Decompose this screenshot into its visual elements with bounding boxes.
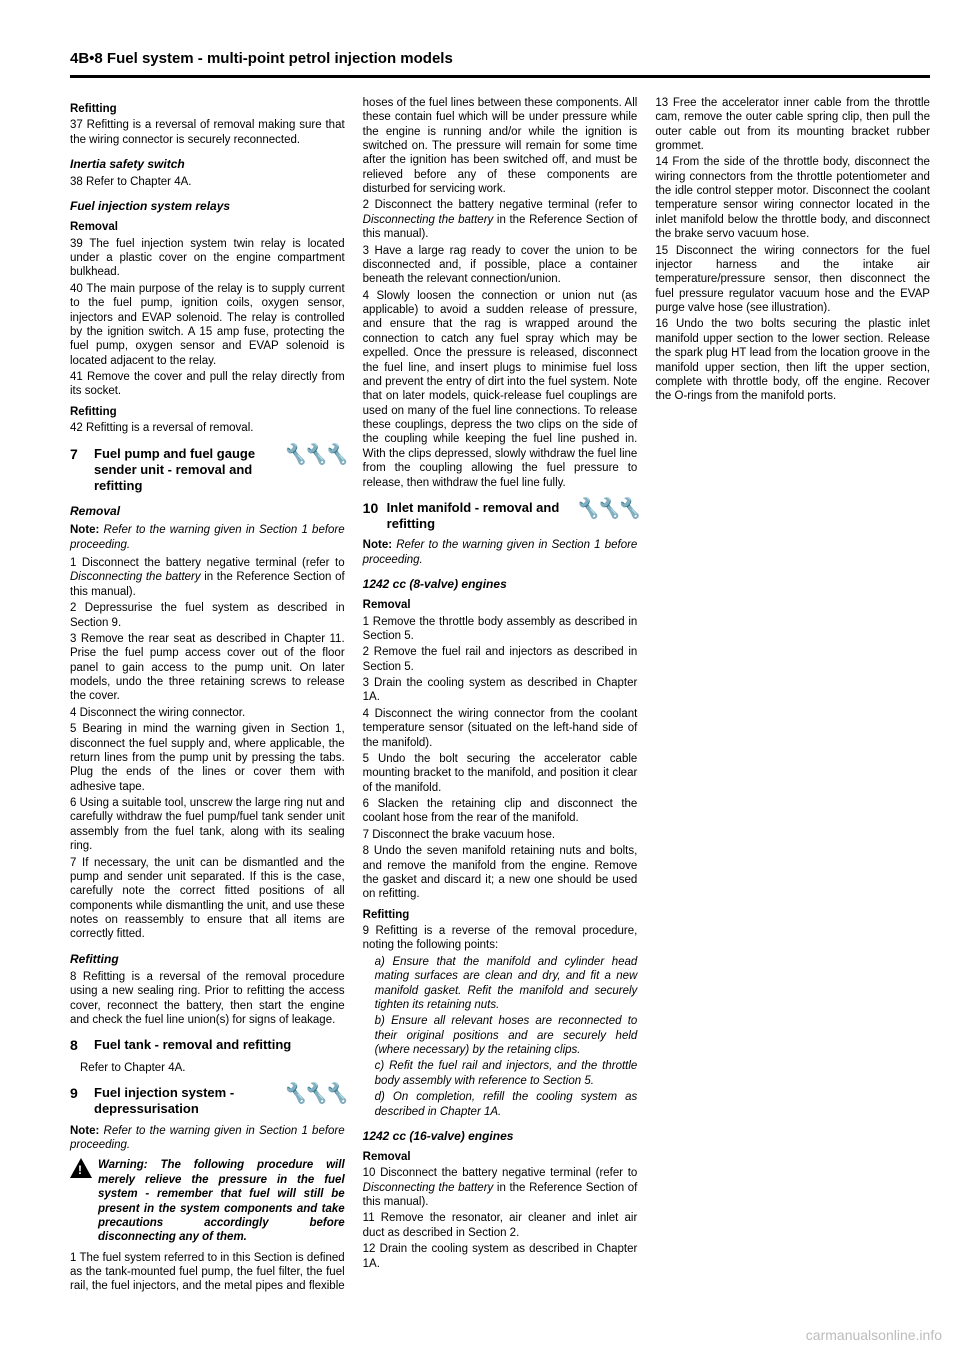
para-9-4: 4 Slowly loosen the connection or union …	[363, 289, 638, 490]
content-columns: Refitting 37 Refitting is a reversal of …	[70, 96, 930, 1296]
section-8-num: 8	[70, 1037, 86, 1055]
warning-box: Warning: The following procedure will me…	[70, 1156, 345, 1246]
section-9-num: 9	[70, 1085, 86, 1103]
heading-refitting2: Refitting	[70, 405, 345, 419]
para-16-15: 15 Disconnect the wiring connectors for …	[655, 244, 930, 316]
para-16-12: 12 Drain the cooling system as described…	[363, 1242, 638, 1271]
para-10-d: d) On completion, refill the cooling sys…	[363, 1090, 638, 1119]
para-7-1: 1 Disconnect the battery negative termin…	[70, 556, 345, 599]
heading-refitting-10: Refitting	[363, 908, 638, 922]
note-sec9: Note: Refer to the warning given in Sect…	[70, 1124, 345, 1153]
section-7-num: 7	[70, 446, 86, 464]
heading-inertia: Inertia safety switch	[70, 157, 345, 172]
section-9-title: Fuel injection system - depressurisation	[94, 1085, 274, 1118]
note-sec7: Note: Refer to the warning given in Sect…	[70, 523, 345, 552]
section-7-header: 7 Fuel pump and fuel gauge sender unit -…	[70, 446, 345, 495]
para-10-9: 9 Refitting is a reverse of the removal …	[363, 924, 638, 953]
para-10-3: 3 Drain the cooling system as described …	[363, 676, 638, 705]
para-7-8: 8 Refitting is a reversal of the removal…	[70, 970, 345, 1028]
para-39: 39 The fuel injection system twin relay …	[70, 237, 345, 280]
para-16-10: 10 Disconnect the battery negative termi…	[363, 1166, 638, 1209]
section-8-title: Fuel tank - removal and refitting	[94, 1037, 345, 1053]
para-41: 41 Remove the cover and pull the relay d…	[70, 370, 345, 399]
para-10-c: c) Refit the fuel rail and injectors, an…	[363, 1059, 638, 1088]
heading-16valve: 1242 cc (16-valve) engines	[363, 1129, 638, 1144]
para-42: 42 Refitting is a reversal of removal.	[70, 421, 345, 435]
section-9-header: 9 Fuel injection system - depressurisati…	[70, 1085, 345, 1118]
heading-8valve: 1242 cc (8-valve) engines	[363, 577, 638, 592]
page-header: 4B•8 Fuel system - multi-point petrol in…	[70, 50, 930, 78]
para-16-14: 14 From the side of the throttle body, d…	[655, 155, 930, 241]
para-38: 38 Refer to Chapter 4A.	[70, 175, 345, 189]
para-16-11: 11 Remove the resonator, air cleaner and…	[363, 1211, 638, 1240]
para-9-3: 3 Have a large rag ready to cover the un…	[363, 244, 638, 287]
section-10-num: 10	[363, 500, 379, 518]
para-7-7: 7 If necessary, the unit can be dismantl…	[70, 856, 345, 942]
para-7-6: 6 Using a suitable tool, unscrew the lar…	[70, 796, 345, 854]
warning-icon	[70, 1158, 92, 1178]
section-10-header: 10 Inlet manifold - removal and refittin…	[363, 500, 638, 533]
heading-refitting: Refitting	[70, 102, 345, 116]
para-10-1: 1 Remove the throttle body assembly as d…	[363, 615, 638, 644]
section-8-header: 8 Fuel tank - removal and refitting	[70, 1037, 345, 1055]
warning-text: Warning: The following procedure will me…	[98, 1158, 345, 1244]
section-10-title: Inlet manifold - removal and refitting	[387, 500, 567, 533]
heading-removal-10: Removal	[363, 598, 638, 612]
para-10-2: 2 Remove the fuel rail and injectors as …	[363, 645, 638, 674]
para-9-2: 2 Disconnect the battery negative termin…	[363, 198, 638, 241]
heading-removal-16: Removal	[363, 1150, 638, 1164]
section-7-title: Fuel pump and fuel gauge sender unit - r…	[94, 446, 274, 495]
para-10-6: 6 Slacken the retaining clip and disconn…	[363, 797, 638, 826]
para-7-4: 4 Disconnect the wiring connector.	[70, 706, 345, 720]
heading-removal2: Removal	[70, 504, 345, 519]
para-16-13: 13 Free the accelerator inner cable from…	[655, 96, 930, 154]
para-10-7: 7 Disconnect the brake vacuum hose.	[363, 828, 638, 842]
para-7-2: 2 Depressurise the fuel system as descri…	[70, 601, 345, 630]
note-sec10: Note: Refer to the warning given in Sect…	[363, 538, 638, 567]
wrench-icon: 🔧🔧🔧	[575, 500, 638, 518]
para-10-8: 8 Undo the seven manifold retaining nuts…	[363, 844, 638, 902]
para-16-16: 16 Undo the two bolts securing the plast…	[655, 317, 930, 403]
para-7-3: 3 Remove the rear seat as described in C…	[70, 632, 345, 704]
para-37: 37 Refitting is a reversal of removal ma…	[70, 118, 345, 147]
wrench-icon: 🔧🔧🔧	[282, 446, 345, 464]
para-8-refer: Refer to Chapter 4A.	[80, 1061, 345, 1075]
para-7-5: 5 Bearing in mind the warning given in S…	[70, 722, 345, 794]
heading-refitting3: Refitting	[70, 952, 345, 967]
para-10-a: a) Ensure that the manifold and cylinder…	[363, 955, 638, 1013]
para-10-4: 4 Disconnect the wiring connector from t…	[363, 707, 638, 750]
heading-relays: Fuel injection system relays	[70, 199, 345, 214]
para-40: 40 The main purpose of the relay is to s…	[70, 282, 345, 368]
watermark: carmanualsonline.info	[806, 1327, 942, 1345]
heading-removal: Removal	[70, 220, 345, 234]
para-10-5: 5 Undo the bolt securing the accelerator…	[363, 752, 638, 795]
wrench-icon: 🔧🔧🔧	[282, 1085, 345, 1103]
para-10-b: b) Ensure all relevant hoses are reconne…	[363, 1014, 638, 1057]
